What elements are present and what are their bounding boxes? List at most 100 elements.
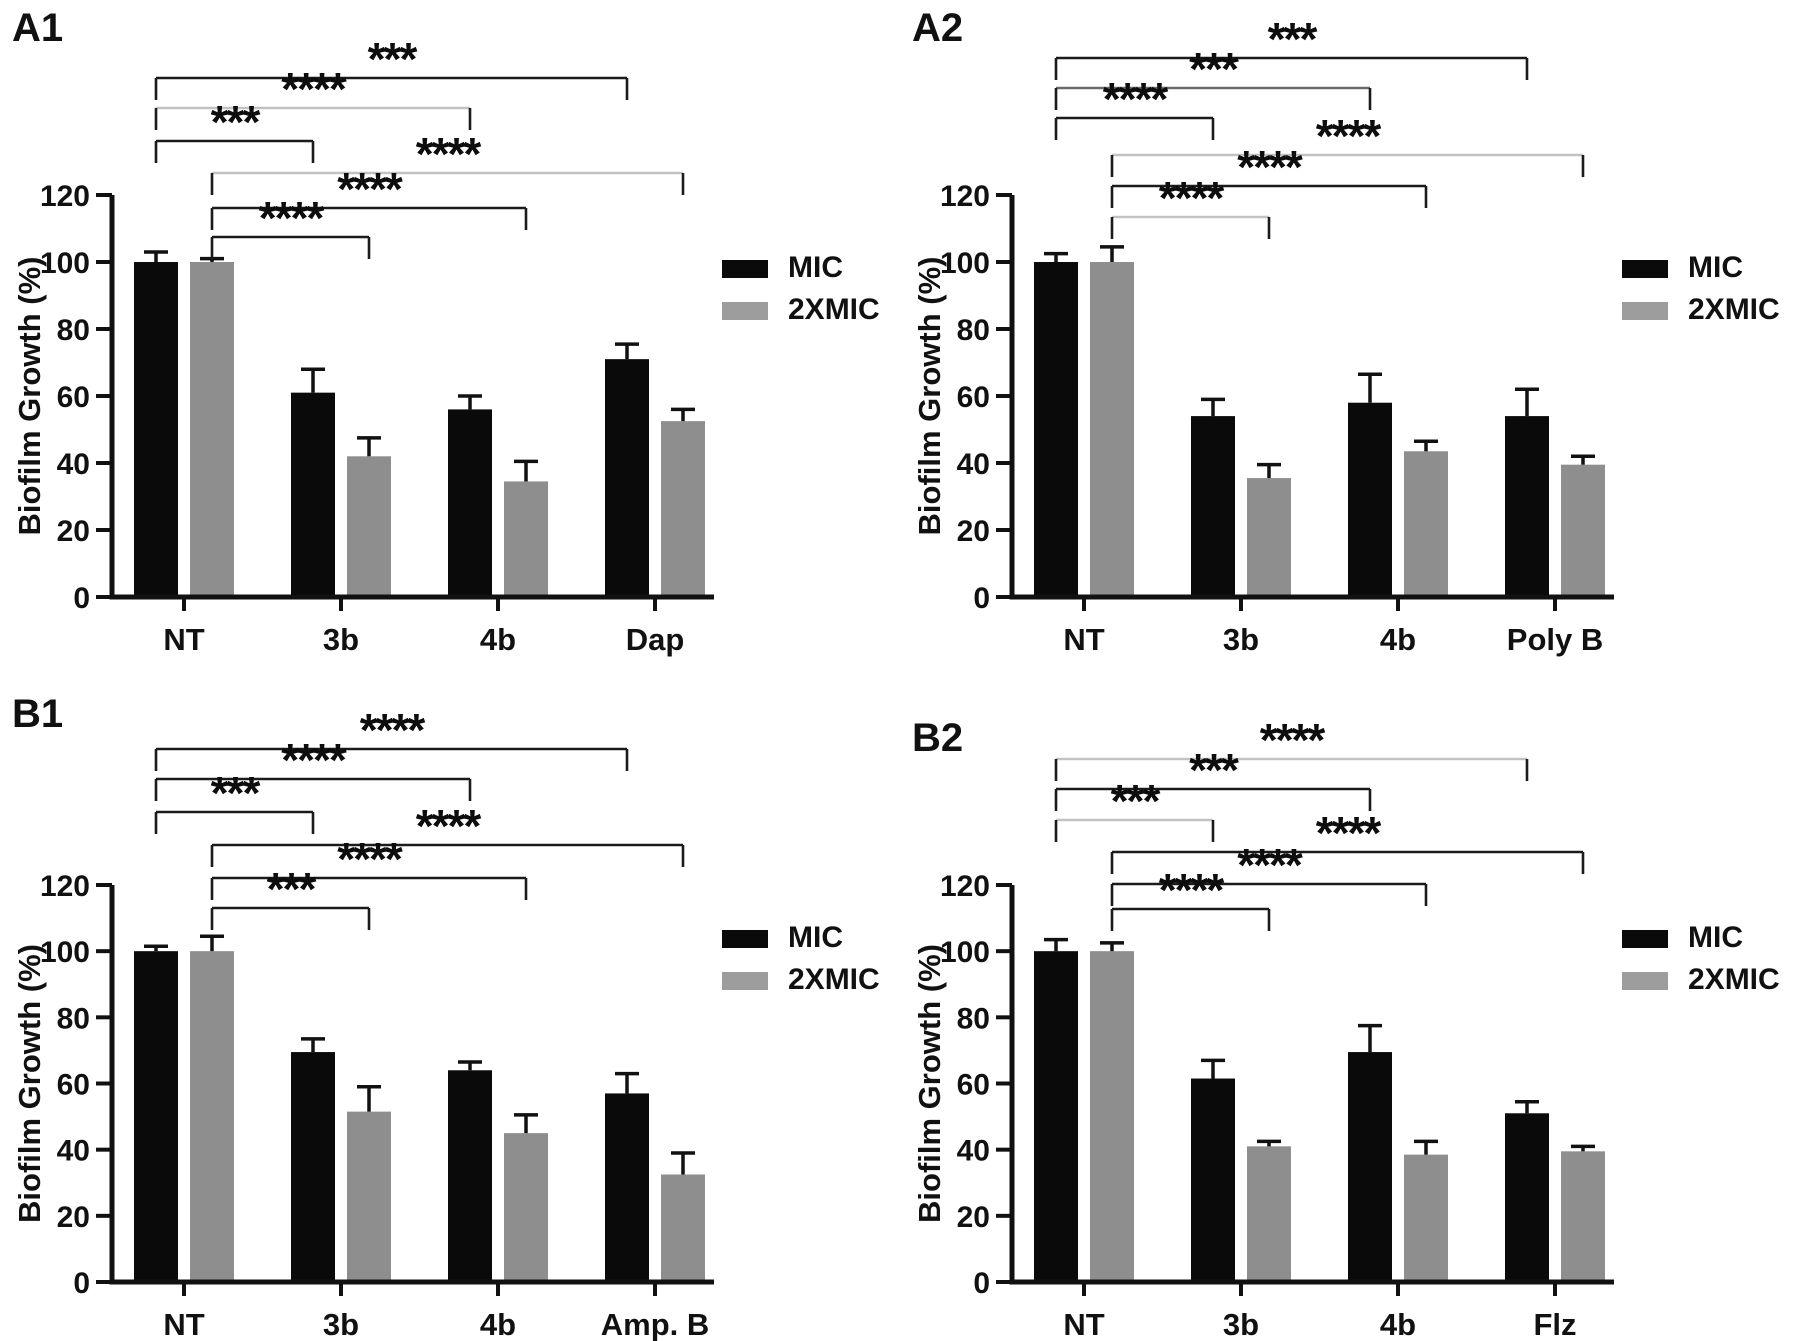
chart-b1: 0 20 40 60 80 100 120 NT 3b 4b Amp. B Biofilm Growt…	[12, 704, 880, 1341]
sig-stars: ***	[1268, 13, 1318, 65]
sig-stars: ****	[281, 63, 347, 115]
legend-label-MIC: MIC	[788, 251, 843, 284]
bar-2XMIC-NT	[1090, 262, 1134, 597]
panel-a2: A2 0 20 40 60 80 100 120 NT 3b 4b Poly B Biofilm Gr…	[900, 0, 1800, 670]
bar-2XMIC-Dap	[661, 421, 705, 597]
x-category-label-NT: NT	[163, 1307, 204, 1341]
panel-a1: A1 0 20 40 60 80 100 120 NT 3b 4b Dap Biofilm Growt…	[0, 0, 900, 670]
errorbar-2XMIC-NT	[1100, 245, 1124, 262]
sig-bracket-MIC-NT-3b: ****	[1054, 73, 1215, 140]
x-category-label-NT: NT	[1063, 622, 1104, 657]
bar-2XMIC-Poly B	[1561, 464, 1605, 597]
x-category-label-4b: 4b	[480, 1307, 516, 1341]
bar-MIC-Flz	[1505, 1113, 1549, 1282]
errorbar-2XMIC-NT	[1100, 941, 1124, 952]
bar-2XMIC-4b	[504, 481, 548, 597]
errorbar-MIC-Poly B	[1515, 387, 1539, 417]
x-category-label-Amp. B: Amp. B	[601, 1307, 710, 1341]
bar-2XMIC-Amp. B	[661, 1174, 705, 1282]
y-tick-label-60: 60	[57, 1069, 90, 1102]
legend-label-MIC: MIC	[1688, 251, 1743, 284]
legend-swatch-2XMIC	[1622, 302, 1668, 320]
errorbar-2XMIC-3b	[1257, 462, 1281, 479]
bar-MIC-3b	[1191, 416, 1235, 597]
x-category-label-4b: 4b	[1380, 622, 1416, 657]
errorbar-2XMIC-4b	[1414, 1139, 1438, 1155]
y-tick-label-120: 120	[940, 180, 990, 213]
errorbar-MIC-4b	[458, 394, 482, 410]
x-category-label-Flz: Flz	[1533, 1307, 1576, 1341]
y-tick-label-0: 0	[973, 582, 990, 615]
y-tick-label-20: 20	[57, 1201, 90, 1234]
errorbar-2XMIC-Poly B	[1571, 454, 1595, 465]
y-tick-label-100: 100	[940, 247, 990, 280]
x-category-label-Dap: Dap	[626, 622, 685, 657]
errorbar-MIC-NT	[144, 944, 168, 952]
sig-bracket-2XMIC-NT-Dap: ****	[210, 128, 685, 195]
sig-stars: ****	[416, 800, 482, 852]
y-tick-label-40: 40	[957, 448, 990, 481]
legend-label-2XMIC: 2XMIC	[788, 293, 880, 326]
legend-item-MIC: MIC	[722, 251, 843, 284]
y-tick-label-120: 120	[940, 870, 990, 903]
sig-stars: ****	[1237, 839, 1303, 891]
legend-swatch-2XMIC	[1622, 972, 1668, 990]
y-tick-label-100: 100	[40, 936, 90, 969]
sig-stars: ***	[1189, 744, 1239, 796]
bar-2XMIC-4b	[1404, 1154, 1448, 1282]
bar-2XMIC-3b	[1247, 478, 1291, 597]
errorbar-2XMIC-Flz	[1571, 1144, 1595, 1152]
sig-stars: ****	[1237, 141, 1303, 193]
sig-stars: ***	[1111, 775, 1161, 827]
bar-MIC-NT	[1034, 951, 1078, 1282]
legend-swatch-MIC	[722, 260, 768, 278]
errorbar-MIC-Amp. B	[615, 1071, 639, 1094]
bar-MIC-4b	[448, 1070, 492, 1282]
sig-bracket-2XMIC-NT-Flz: ****	[1110, 807, 1585, 874]
panel-label-a2: A2	[912, 6, 964, 50]
y-tick-label-80: 80	[57, 314, 90, 347]
sig-bracket-MIC-NT-3b: ***	[1054, 775, 1215, 842]
x-category-label-3b: 3b	[1223, 622, 1259, 657]
y-axis-title: Biofilm Growth (%)	[12, 944, 47, 1223]
y-tick-label-60: 60	[957, 1069, 990, 1102]
sig-stars: ****	[259, 192, 325, 244]
errorbar-2XMIC-4b	[1414, 439, 1438, 452]
legend-label-2XMIC: 2XMIC	[1688, 293, 1780, 326]
y-tick-label-80: 80	[957, 314, 990, 347]
panel-b2: B2 0 20 40 60 80 100 120 NT 3b 4b Flz Biofilm Growt…	[900, 670, 1800, 1341]
y-tick-label-20: 20	[57, 515, 90, 548]
errorbar-2XMIC-NT	[200, 256, 224, 262]
errorbar-MIC-3b	[301, 1037, 325, 1053]
bar-MIC-NT	[134, 262, 178, 597]
bar-2XMIC-4b	[504, 1133, 548, 1282]
sig-stars: ***	[368, 33, 418, 85]
errorbar-MIC-3b	[301, 367, 325, 393]
bar-MIC-3b	[1191, 1078, 1235, 1282]
sig-stars: ***	[211, 96, 261, 148]
legend-swatch-2XMIC	[722, 972, 768, 990]
y-tick-label-20: 20	[957, 515, 990, 548]
y-tick-label-80: 80	[957, 1002, 990, 1035]
y-tick-label-60: 60	[957, 381, 990, 414]
legend-label-2XMIC: 2XMIC	[1688, 963, 1780, 996]
x-category-label-3b: 3b	[323, 1307, 359, 1341]
sig-stars: ***	[211, 767, 261, 819]
bar-MIC-4b	[448, 409, 492, 597]
sig-bracket-MIC-NT-3b: ***	[154, 96, 315, 163]
errorbar-MIC-Dap	[615, 342, 639, 360]
errorbar-2XMIC-Amp. B	[671, 1151, 695, 1175]
chart-a1: 0 20 40 60 80 100 120 NT 3b 4b Dap Biofilm Growth (…	[12, 33, 880, 657]
sig-bracket-MIC-NT-Poly B: ***	[1054, 13, 1529, 80]
errorbar-2XMIC-3b	[357, 1085, 381, 1112]
legend-label-2XMIC: 2XMIC	[788, 963, 880, 996]
legend-item-MIC: MIC	[1622, 251, 1743, 284]
sig-stars: ****	[1159, 172, 1225, 224]
sig-bracket-2XMIC-NT-3b: ****	[1110, 864, 1271, 931]
errorbar-MIC-4b	[458, 1060, 482, 1071]
sig-bracket-MIC-NT-Dap: ***	[154, 33, 629, 100]
y-axis-title: Biofilm Growth (%)	[912, 944, 947, 1223]
y-tick-label-40: 40	[57, 1135, 90, 1168]
x-category-label-NT: NT	[1063, 1307, 1104, 1341]
